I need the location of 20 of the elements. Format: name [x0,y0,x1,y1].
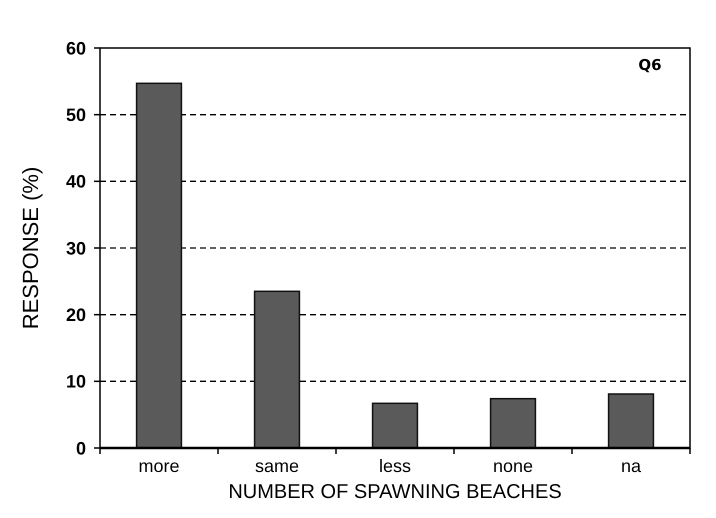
y-tick-label: 0 [76,438,86,458]
annotation: Q6 [638,56,662,74]
bar [490,398,536,449]
x-tick-label: same [254,456,300,476]
y-tick-label: 60 [66,38,86,58]
x-axis-title: NUMBER OF SPAWNING BEACHES [228,481,562,503]
x-tick-label: more [138,456,180,476]
y-axis-title: RESPONSE (%) [18,166,43,330]
y-tick-label: 10 [66,372,86,392]
y-tick-label: 50 [66,104,86,125]
bar [136,82,182,449]
x-tick-label: na [620,456,642,476]
bar [254,290,300,449]
y-tick-label: 40 [66,172,86,192]
bar [372,402,418,449]
x-tick-label: none [492,456,534,476]
bar [608,393,654,449]
y-tick-label: 30 [66,238,86,258]
y-tick-label: 20 [66,304,86,325]
x-tick-label: less [378,456,412,476]
